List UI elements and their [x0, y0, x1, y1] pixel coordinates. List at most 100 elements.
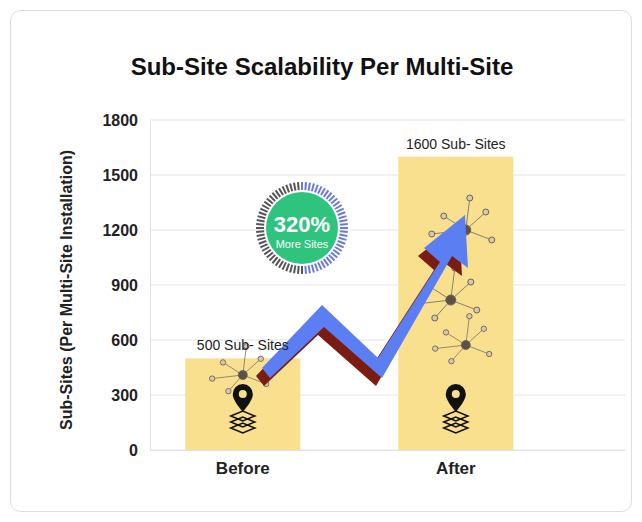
- badge-ring: [321, 261, 325, 268]
- badge-ring: [315, 264, 318, 272]
- badge-ring: [258, 216, 266, 218]
- y-tick: 0: [129, 442, 150, 459]
- network-node: [468, 279, 474, 285]
- badge-ring: [309, 265, 310, 273]
- badge-ring: [339, 216, 347, 218]
- x-tick-label: Before: [216, 459, 270, 478]
- badge-ring: [260, 244, 267, 247]
- badge-ring: [279, 261, 283, 268]
- network-node: [467, 195, 473, 201]
- y-axis: 0 300 600 900 1200 1500 1800: [102, 112, 150, 459]
- network-node: [220, 360, 225, 365]
- y-tick: 1200: [102, 222, 150, 239]
- network-node: [461, 341, 470, 350]
- y-tick-label: 1200: [102, 222, 138, 239]
- badge-ring: [256, 223, 264, 226]
- badge-ring: [256, 230, 264, 233]
- badge-ring: [324, 259, 329, 266]
- y-tick: 1500: [102, 167, 150, 184]
- badge-ring: [338, 212, 346, 215]
- badge-ring: [257, 220, 265, 221]
- network-node: [432, 315, 438, 321]
- y-tick-label: 0: [129, 442, 138, 459]
- y-tick: 300: [111, 387, 150, 404]
- badge-ring: [257, 235, 265, 236]
- pin: [233, 384, 253, 412]
- y-tick-label: 300: [111, 387, 138, 404]
- grid-line: [150, 230, 625, 231]
- pin: [446, 384, 466, 412]
- bar: [185, 358, 300, 450]
- pin-layer: [231, 417, 255, 427]
- badge-ring: [340, 230, 348, 233]
- pin-layer: [444, 423, 468, 433]
- grid-line: [150, 120, 625, 121]
- badge-ring: [283, 262, 286, 269]
- badge-ring: [318, 186, 321, 193]
- network-node: [258, 356, 263, 361]
- badge: 320%More Sites: [256, 182, 348, 274]
- badge-ring: [301, 266, 303, 274]
- network-node: [441, 213, 447, 219]
- badge-ring: [339, 238, 347, 240]
- badge-ring: [256, 227, 264, 229]
- network-node: [474, 307, 480, 313]
- badge-ring: [297, 266, 300, 274]
- x-tick: After: [436, 450, 476, 478]
- badge-ring: [309, 183, 310, 191]
- network-node: [429, 231, 435, 237]
- badge-ring: [340, 223, 348, 226]
- y-tick: 1800: [102, 112, 150, 129]
- badge-ring: [276, 190, 281, 197]
- badge-ring: [286, 264, 289, 272]
- network-node: [209, 376, 214, 381]
- chart-svg: Sub-Site Scalability Per Multi-Site03006…: [0, 0, 642, 522]
- network-node: [446, 295, 456, 305]
- badge-ring: [283, 186, 286, 193]
- network-node: [486, 351, 491, 356]
- y-tick: 600: [111, 332, 150, 349]
- network-icon: [432, 314, 491, 364]
- data-labels: 500 Sub- Sites1600 Sub- Sites: [197, 136, 506, 354]
- x-axis: Before After: [151, 450, 626, 478]
- badge-caption: More Sites: [276, 238, 329, 250]
- network-node: [432, 346, 437, 351]
- network-node: [449, 359, 454, 364]
- grid-line: [150, 175, 625, 176]
- badge-ring: [290, 265, 292, 273]
- network-node: [481, 326, 486, 331]
- badge-ring: [290, 184, 292, 192]
- badge-ring: [304, 182, 307, 190]
- badge-ring: [262, 205, 269, 209]
- decorations: [209, 195, 494, 433]
- badge-ring: [335, 247, 342, 251]
- network-node: [483, 209, 489, 215]
- y-tick-label: 600: [111, 332, 138, 349]
- badge-ring: [339, 220, 347, 221]
- badge-ring: [340, 227, 348, 229]
- network-node: [226, 389, 231, 394]
- pin-layer: [444, 417, 468, 427]
- grid-line: [150, 285, 625, 286]
- badge-ring: [262, 247, 269, 251]
- badge-circle: [266, 192, 338, 264]
- badge-ring: [338, 241, 346, 244]
- badge-ring: [336, 244, 343, 247]
- card-frame: [11, 11, 632, 512]
- y-tick-label: 900: [111, 277, 138, 294]
- badge-ring: [333, 202, 340, 207]
- y-tick: 900: [111, 277, 150, 294]
- y-tick-label: 1500: [102, 167, 138, 184]
- pin-layer: [231, 423, 255, 433]
- data-label: 500 Sub- Sites: [197, 337, 289, 353]
- y-axis-line: [150, 121, 151, 451]
- network-node: [489, 237, 495, 243]
- badge-ring: [339, 235, 347, 236]
- badge-ring: [264, 250, 271, 255]
- badge-value: 320%: [274, 212, 330, 237]
- network-node: [238, 371, 247, 380]
- badge-ring: [294, 183, 295, 191]
- grid: [150, 120, 625, 450]
- badge-ring: [297, 182, 300, 190]
- y-tick-label: 1800: [102, 112, 138, 129]
